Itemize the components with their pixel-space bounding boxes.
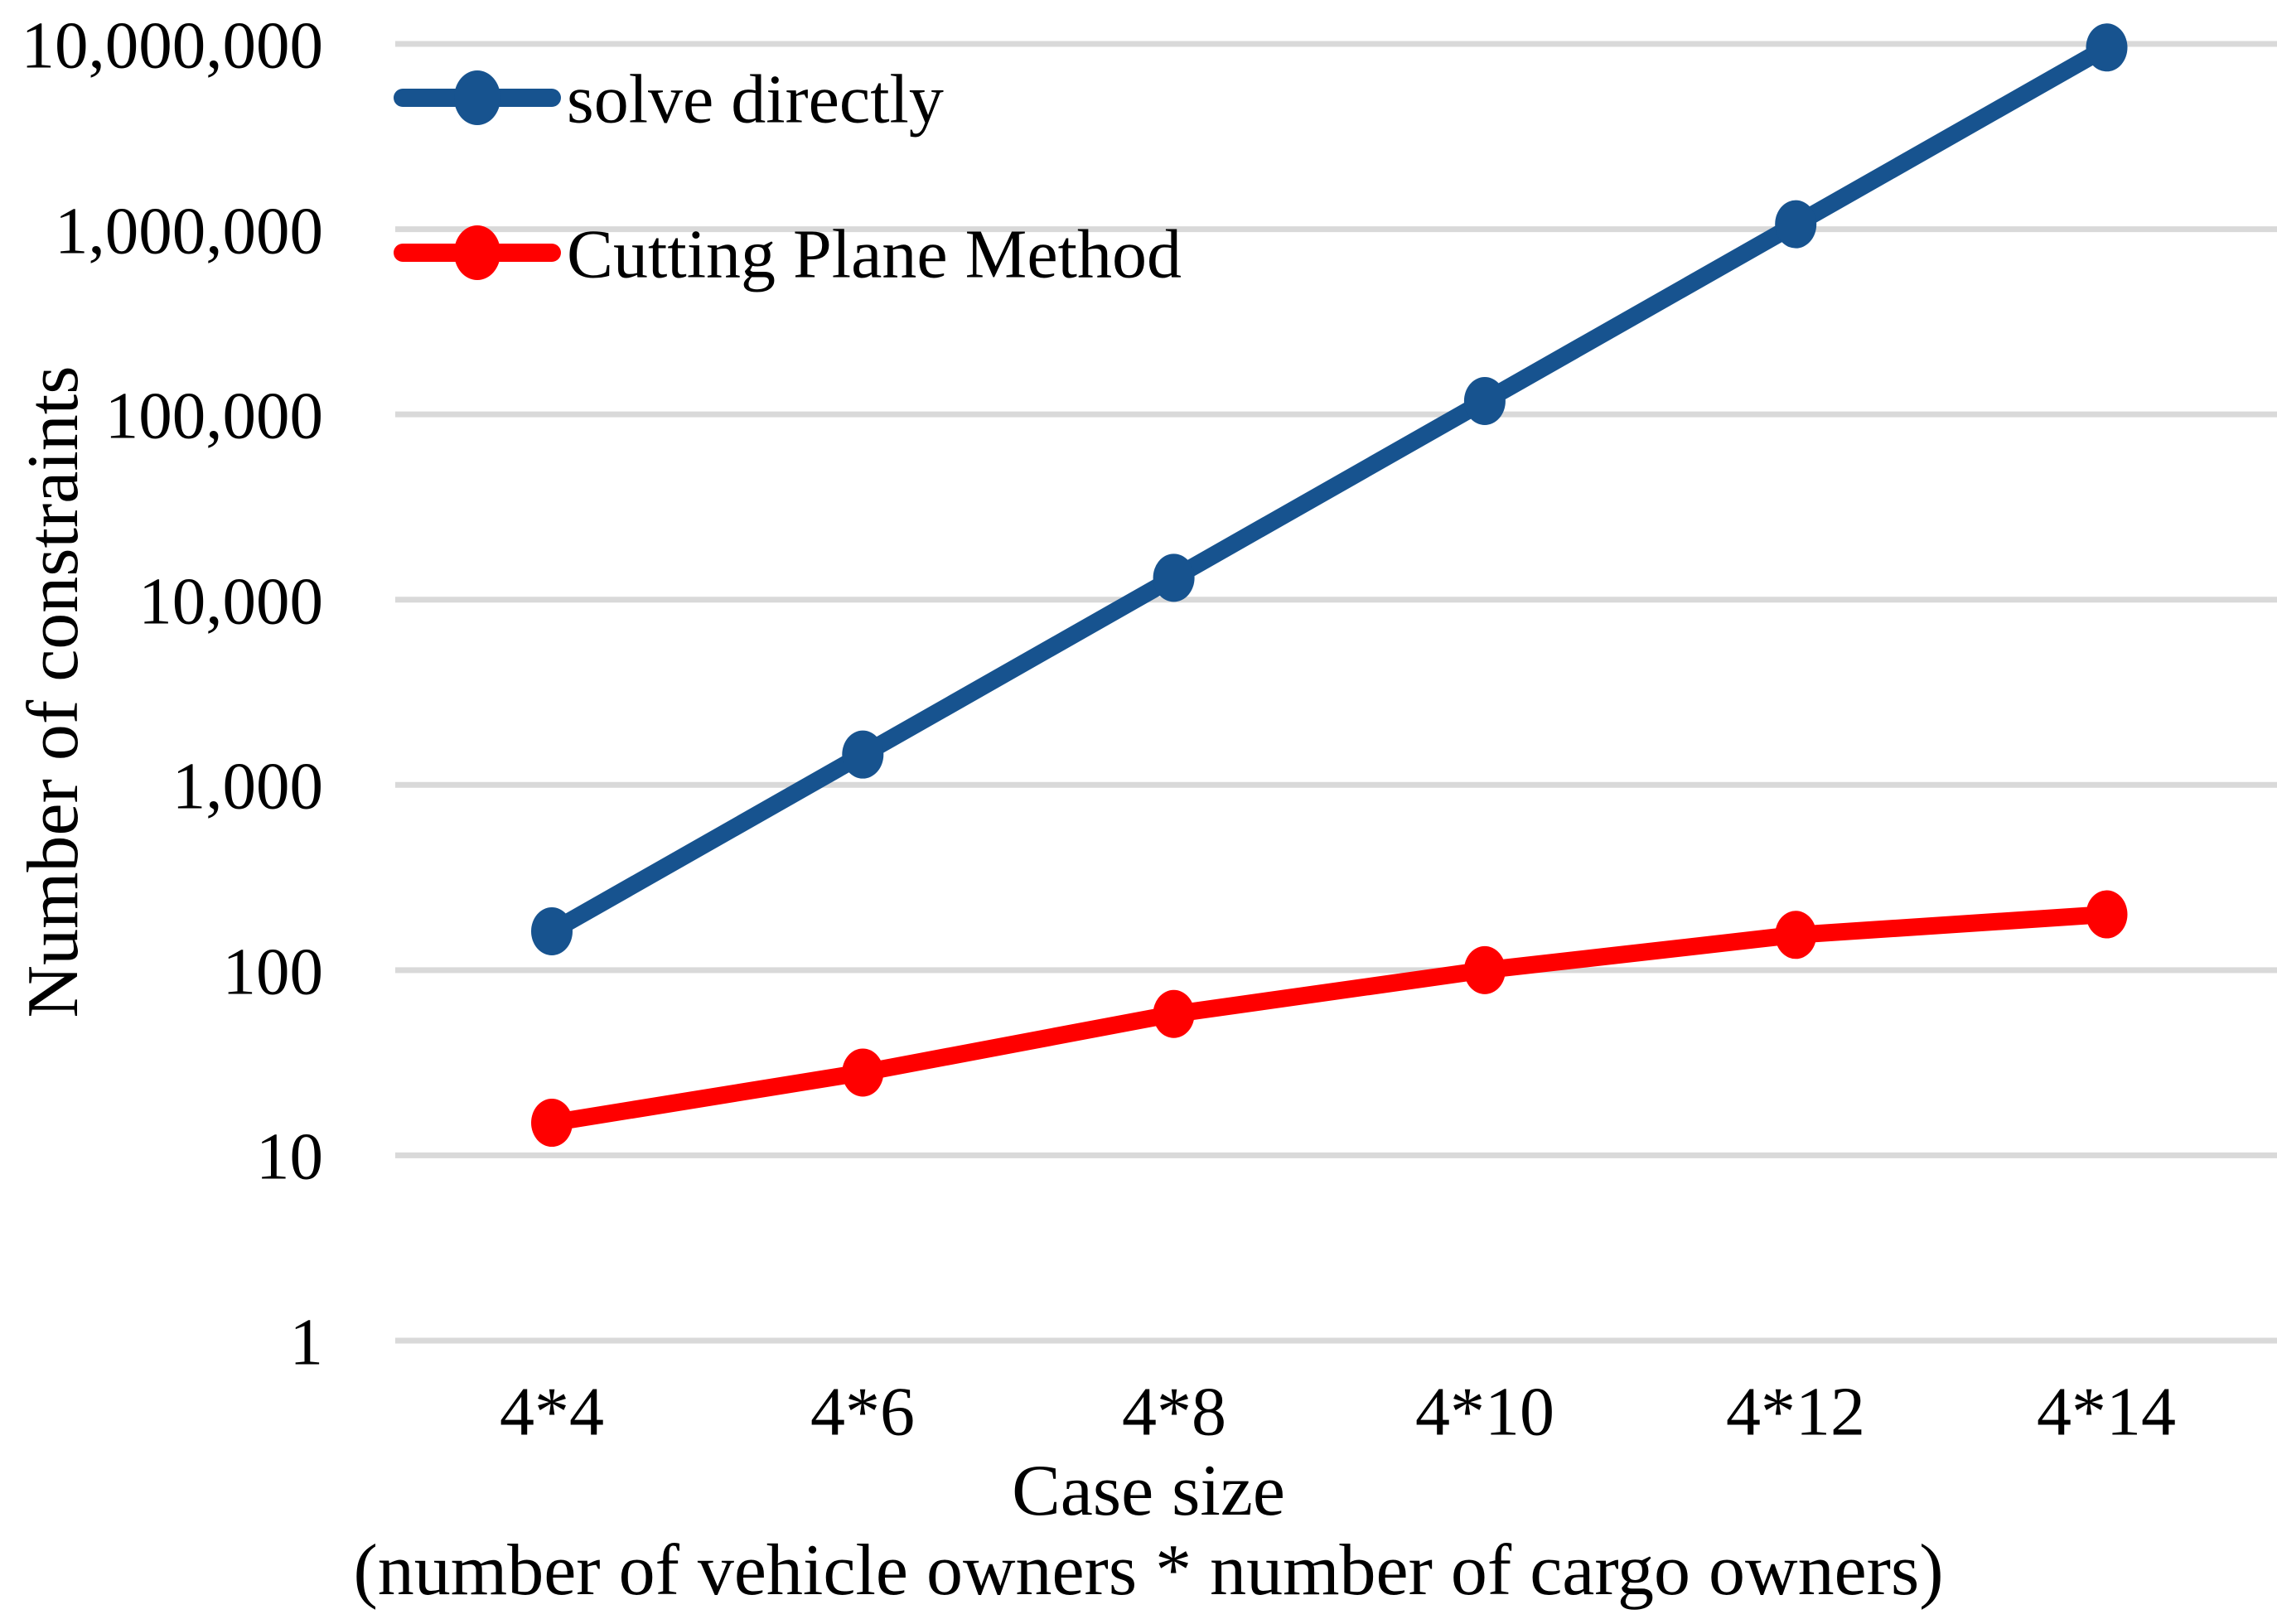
legend-label-solve-directly: solve directly bbox=[567, 60, 944, 138]
legend-swatches bbox=[394, 70, 561, 280]
x-tick-label: 4*10 bbox=[1415, 1373, 1554, 1450]
y-tick-label: 1,000,000 bbox=[55, 193, 323, 268]
y-tick-label: 100,000 bbox=[105, 378, 323, 452]
data-point-marker bbox=[531, 907, 573, 956]
series-line-solve-directly bbox=[543, 38, 2115, 940]
data-point-marker bbox=[1153, 553, 1195, 602]
y-tick-label: 1 bbox=[290, 1304, 324, 1379]
y-tick-label: 1,000 bbox=[172, 748, 323, 823]
data-point-marker bbox=[1775, 200, 1817, 249]
gridlines bbox=[395, 41, 2277, 1344]
data-point-marker bbox=[1463, 945, 1506, 994]
x-tick-label: 4*12 bbox=[1726, 1373, 1865, 1450]
legend: solve directly Cutting Plane Method bbox=[567, 60, 1182, 292]
data-point-marker bbox=[2086, 23, 2128, 72]
x-tick-label: 4*4 bbox=[500, 1373, 604, 1450]
legend-swatch-marker bbox=[454, 225, 500, 280]
y-tick-label: 10 bbox=[256, 1119, 323, 1193]
data-point-marker bbox=[842, 730, 884, 779]
x-tick-label: 4*6 bbox=[810, 1373, 915, 1450]
y-tick-label: 100 bbox=[223, 934, 324, 1008]
data-point-marker bbox=[1153, 989, 1195, 1038]
x-axis-title-line2: (number of vehicle owners * number of ca… bbox=[353, 1530, 1943, 1611]
series-line-cutting-plane-method bbox=[543, 906, 2115, 1132]
data-point-marker bbox=[2086, 890, 2128, 939]
y-tick-label: 10,000,000 bbox=[22, 7, 324, 82]
data-point-marker bbox=[1463, 376, 1506, 425]
x-axis-title-line1: Case size bbox=[1012, 1451, 1285, 1531]
x-tick-label: 4*14 bbox=[2037, 1373, 2176, 1450]
y-tick-label: 10,000 bbox=[138, 563, 323, 638]
data-point-marker bbox=[531, 1099, 573, 1148]
data-point-marker bbox=[1775, 911, 1817, 959]
y-axis-title: Number of constraints bbox=[13, 366, 94, 1018]
data-point-marker bbox=[842, 1048, 884, 1097]
x-tick-label: 4*8 bbox=[1122, 1373, 1226, 1450]
series-layer bbox=[531, 23, 2128, 1148]
x-axis-tick-labels: 4*4 4*6 4*8 4*10 4*12 4*14 bbox=[500, 1373, 2176, 1450]
legend-swatch-marker bbox=[454, 70, 500, 125]
legend-label-cutting-plane-method: Cutting Plane Method bbox=[567, 215, 1182, 292]
y-axis-tick-labels: 10,000,000 1,000,000 100,000 10,000 1,00… bbox=[22, 7, 324, 1379]
